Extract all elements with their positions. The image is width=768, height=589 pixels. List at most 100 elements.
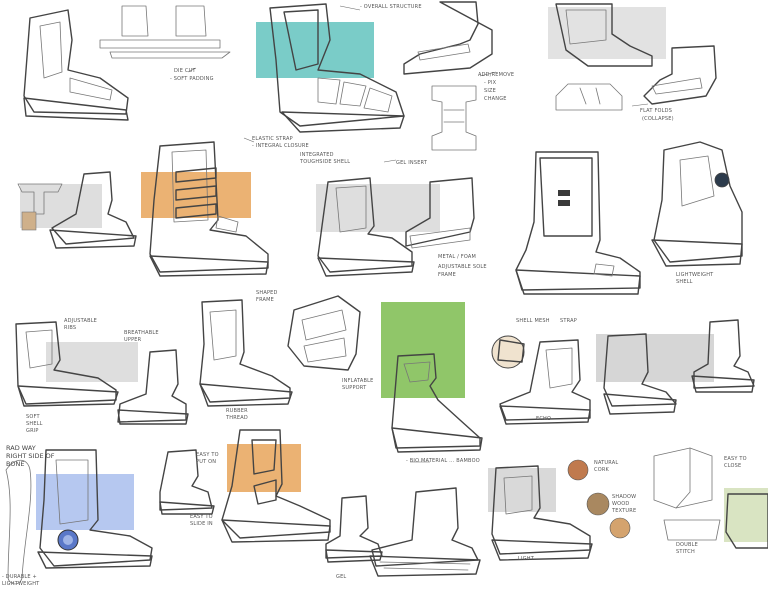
annotation-text: METAL / FOAM xyxy=(438,254,476,260)
annotation-text: TOUGHSIDE SHELL xyxy=(299,159,350,165)
annotation-text: FLAT FOLDS xyxy=(640,108,672,114)
annotation-text: SHELL MESH xyxy=(516,318,550,324)
sage-block xyxy=(724,488,768,542)
annotation-text: LIGHTWEIGHT xyxy=(676,272,714,278)
folding-base-sketch xyxy=(555,83,623,111)
boot-sketch-box-outline xyxy=(653,447,721,541)
boot-sketch-small-right xyxy=(691,319,755,393)
annotation-text: RIBS xyxy=(64,325,76,331)
boot-sketch-blue-sole xyxy=(515,151,641,295)
leader-line xyxy=(187,67,197,73)
annotation-text: (COLLAPSE) xyxy=(642,116,674,122)
annotation-text: RIGHT SIDE OF xyxy=(6,452,55,460)
annotation-text: STITCH xyxy=(676,549,695,555)
annotation-text: FRAME xyxy=(438,272,456,278)
grey-swatch-block-2 xyxy=(316,184,440,232)
boot-sketch-pair-top xyxy=(99,5,231,59)
annotation-text: SIZE xyxy=(484,88,496,94)
boot-sketch-bamboo-brown xyxy=(391,353,483,453)
annotation-text: CHANGE xyxy=(484,96,507,102)
leader-line xyxy=(383,159,397,163)
leader-line xyxy=(243,137,255,143)
boot-sketch-frame-ribs xyxy=(199,299,293,407)
annotation-text: RUBBER xyxy=(226,408,248,414)
annotation-text: SHADOW xyxy=(612,494,636,500)
annotation-text: ELASTIC STRAP xyxy=(252,136,293,142)
annotation-text: RAD WAY xyxy=(6,444,36,452)
boot-sketch-orange-closeup xyxy=(491,335,525,369)
annotation-text: - DURABLE + xyxy=(2,574,37,580)
annotation-text: ADJUSTABLE xyxy=(64,318,97,324)
grey-swatch-block-6 xyxy=(488,468,556,512)
annotation-text: ECHO xyxy=(536,416,551,422)
grey-swatch-block-4 xyxy=(46,342,138,382)
annotation-text: ADD/REMOVE xyxy=(478,72,514,78)
boot-sketch-low-wrap xyxy=(49,171,137,249)
boot-sketch-small-center xyxy=(325,495,383,563)
annotation-text: SHELL xyxy=(26,421,43,427)
material-swatch-circles xyxy=(567,459,631,539)
annotation-text: SHAPED xyxy=(256,290,278,296)
annotation-text: DIE CUT xyxy=(174,68,196,74)
annotation-text: STRAP xyxy=(560,318,577,324)
leader-line xyxy=(339,5,361,11)
annotation-text: - INTEGRAL CLOSURE xyxy=(252,143,309,149)
boot-sketch-strap-low xyxy=(403,1,493,75)
annotation-text: CORK xyxy=(594,467,610,473)
annotation-text: UPPER xyxy=(124,337,142,343)
annotation-text: - PIX xyxy=(484,80,497,86)
grey-swatch-block-5 xyxy=(596,334,714,382)
flat-pattern-sketch xyxy=(431,85,477,151)
boot-sketch-cork-low xyxy=(499,339,591,425)
annotation-text: EASY TO xyxy=(724,456,747,462)
bone-anatomy-sketch xyxy=(5,459,32,585)
annotation-text: PUT ON xyxy=(196,459,216,465)
grey-swatch-block-1 xyxy=(548,7,666,59)
annotation-text: GEL xyxy=(336,574,346,580)
teal-swatch-block xyxy=(256,22,374,78)
boot-sketch-tall-padded xyxy=(23,9,129,121)
lavender-blue-block xyxy=(36,474,134,530)
annotation-text: ADJUSTABLE SOLE xyxy=(438,264,487,270)
boot-sketch-curved-shell xyxy=(651,141,743,267)
boot-sketch-segmented-shell xyxy=(269,3,405,133)
bamboo-green-block xyxy=(381,302,465,398)
orange-swatch-block-1 xyxy=(141,172,251,218)
annotation-text: FRAME xyxy=(256,297,274,303)
boot-sketch-cross-section xyxy=(17,183,63,231)
annotation-text: BREATHABLE xyxy=(124,330,159,336)
annotation-text: GRIP xyxy=(26,428,39,434)
boot-sketch-gel-insert xyxy=(317,177,415,277)
boot-sketch-black-tread xyxy=(603,333,677,415)
boot-sketch-lower-shell xyxy=(159,449,215,515)
boot-sketch-orange-straps xyxy=(149,141,269,277)
annotation-text: EASY TO xyxy=(196,452,219,458)
leader-line xyxy=(479,71,497,77)
boot-sketch-open-cast xyxy=(405,177,475,249)
annotation-text: CLOSE xyxy=(724,463,741,469)
annotation-text: INTEGRATED xyxy=(300,152,334,158)
annotation-text: BONE xyxy=(6,460,24,468)
boot-sketch-mesh-upper xyxy=(287,295,361,371)
annotation-group: DIE CUT - SOFT PADDING - OVERALL STRUCTU… xyxy=(2,4,747,587)
boot-sketch-blue-inflatable xyxy=(37,449,153,569)
annotation-text: DOUBLE xyxy=(676,542,698,548)
annotation-text: - BIO MATERIAL ... BAMBOO xyxy=(406,458,480,464)
annotation-text: NATURAL xyxy=(594,460,618,466)
annotation-text: GEL INSERT xyxy=(396,160,428,166)
annotation-text: LIGHT xyxy=(518,556,535,562)
annotation-text: SLIDE IN xyxy=(190,521,213,527)
annotation-text: SOFT xyxy=(26,414,40,420)
boot-sketch-cork-edge xyxy=(725,493,768,549)
annotation-text: SHELL xyxy=(676,279,693,285)
annotation-text: SUPPORT xyxy=(342,385,367,391)
annotation-text: INFLATABLE xyxy=(342,378,374,384)
boot-sketch-folding xyxy=(555,3,717,105)
annotation-text: - OVERALL STRUCTURE xyxy=(360,4,422,10)
annotation-text: LIGHTWEIGHT xyxy=(2,581,40,587)
annotation-text: - SOFT PADDING xyxy=(170,76,214,82)
boot-sketch-low-dark-base xyxy=(117,349,189,425)
orange-swatch-block-2 xyxy=(227,444,301,492)
annotation-text: THREAD xyxy=(225,415,248,421)
